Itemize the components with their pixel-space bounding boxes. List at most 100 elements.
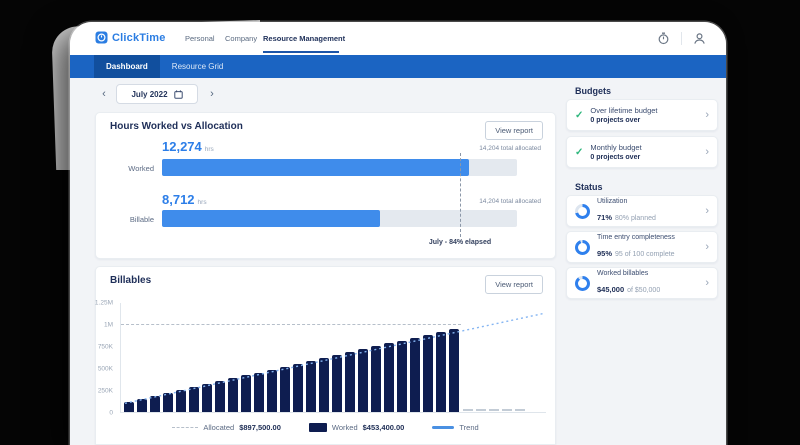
chart-bar [215, 381, 225, 412]
budget-item-title: Monthly budget [590, 143, 642, 152]
chart-bar [189, 387, 199, 412]
future-day-mark [463, 409, 473, 411]
chart-bar [449, 329, 459, 412]
budget-item-monthly[interactable]: ✓ Monthly budget 0 projects over › [566, 136, 718, 168]
chart-bar [384, 343, 394, 412]
y-axis-tick-label: 750K [97, 343, 113, 351]
billables-view-report-button[interactable]: View report [485, 275, 543, 294]
status-item-detail: of $50,000 [627, 286, 661, 294]
billable-hours-value: 8,712 hrs [162, 192, 207, 207]
chart-bar [371, 346, 381, 412]
tab-dashboard[interactable]: Dashboard [94, 55, 160, 78]
status-item-detail: 95 of 100 complete [615, 250, 675, 258]
active-nav-underline [263, 51, 339, 53]
worked-swatch [308, 423, 327, 432]
worked-hours-value: 12,274 hrs [162, 139, 214, 154]
budget-item-subtitle: 0 projects over [590, 154, 641, 161]
chevron-right-icon[interactable]: › [705, 108, 709, 121]
y-axis-tick-label: 1M [103, 321, 113, 329]
billables-plot [120, 303, 546, 413]
worked-allocated-note: 14,204 total allocated [479, 145, 541, 152]
chart-bar [358, 349, 368, 412]
chart-bar [319, 357, 329, 412]
nav-item-personal[interactable]: Personal [185, 34, 215, 43]
billables-card: Billables View report 0 250K 500K 750K 1M 1.2… [95, 266, 556, 445]
chevron-right-icon[interactable]: › [705, 276, 709, 289]
header-actions [657, 30, 706, 46]
budget-item-title: Over lifetime budget [590, 106, 658, 115]
y-axis-tick-label: 0 [109, 409, 113, 417]
chart-bar [150, 395, 160, 412]
chart-bar [332, 355, 342, 412]
billables-bars [124, 303, 459, 412]
y-axis-tick-label: 250K [97, 387, 113, 395]
future-day-mark [502, 409, 512, 411]
status-heading: Status [575, 182, 603, 192]
trend-line-path [124, 312, 544, 404]
hours-card-title: Hours Worked vs Allocation [110, 121, 243, 132]
chart-bar [345, 352, 355, 412]
billable-bar-track [162, 210, 517, 227]
future-day-mark [515, 409, 525, 411]
logo-text: ClickTime [112, 31, 166, 44]
chart-bar [436, 331, 446, 412]
chart-bar [228, 378, 238, 412]
status-item-worked-billables[interactable]: Worked billables $45,000 of $50,000 › [566, 267, 718, 299]
status-item-time-entry[interactable]: Time entry completeness 95% 95 of 100 com… [566, 231, 718, 263]
chart-bar [202, 384, 212, 412]
budgets-heading: Budgets [575, 86, 611, 96]
y-axis-tick-label: 500K [97, 365, 113, 373]
chart-bar [137, 398, 147, 412]
billables-card-title: Billables [110, 275, 152, 286]
chevron-right-icon[interactable]: › [705, 240, 709, 253]
timer-icon[interactable] [657, 32, 670, 45]
billable-allocated-note: 14,204 total allocated [479, 198, 541, 205]
status-item-title: Worked billables [597, 269, 649, 277]
budget-item-subtitle: 0 projects over [590, 117, 641, 124]
trend-line [124, 312, 544, 404]
legend-worked: Worked $453,400.00 [308, 423, 404, 432]
status-item-value: $45,000 [597, 284, 625, 294]
app-window: ClickTime Personal Company Resource Mana… [70, 22, 726, 445]
chevron-right-icon[interactable]: › [705, 145, 709, 158]
utilization-ring-icon [575, 203, 590, 219]
app-header: ClickTime Personal Company Resource Mana… [70, 22, 726, 55]
chart-bar [176, 389, 186, 412]
worked-bar-track [162, 159, 517, 176]
chart-bar [280, 366, 290, 412]
chart-bar [267, 369, 277, 412]
user-icon[interactable] [693, 32, 706, 45]
chart-bar [397, 340, 407, 412]
hours-view-report-button[interactable]: View report [485, 121, 543, 140]
check-icon: ✓ [575, 109, 584, 121]
nav-item-resource-management[interactable]: Resource Management [263, 34, 346, 43]
calendar-icon [173, 89, 183, 99]
date-picker[interactable]: July 2022 [116, 84, 198, 104]
chart-bar [254, 372, 264, 412]
clicktime-logo[interactable]: ClickTime [95, 31, 166, 44]
legend-allocated: Allocated $897,500.00 [172, 423, 281, 432]
status-item-value: 95% [597, 248, 613, 258]
status-item-title: Utilization [597, 197, 628, 205]
chart-bar [423, 334, 433, 412]
module-tabbar: Dashboard Resource Grid [70, 55, 726, 78]
budget-item-lifetime[interactable]: ✓ Over lifetime budget 0 projects over › [566, 99, 718, 131]
next-month-button[interactable]: › [210, 88, 214, 100]
chart-bar [241, 375, 251, 412]
worked-hours-unit: hrs [204, 146, 214, 153]
status-item-utilization[interactable]: Utilization 71% 80% planned › [566, 195, 718, 227]
prev-month-button[interactable]: ‹ [102, 88, 106, 100]
future-day-mark [489, 409, 499, 411]
status-item-title: Time entry completeness [597, 233, 675, 241]
worked-bar-fill [162, 159, 469, 176]
chart-bar [410, 337, 420, 412]
chart-legend: Allocated $897,500.00 Worked $453,400.00… [96, 423, 555, 432]
nav-item-company[interactable]: Company [225, 34, 258, 43]
tab-resource-grid[interactable]: Resource Grid [171, 62, 224, 71]
y-axis-tick-label: 1.25M [94, 299, 113, 307]
chart-bar [293, 363, 303, 412]
chart-bar [163, 392, 173, 412]
header-divider [681, 31, 682, 45]
chevron-right-icon[interactable]: › [705, 204, 709, 217]
billable-hours-unit: hrs [197, 199, 207, 206]
